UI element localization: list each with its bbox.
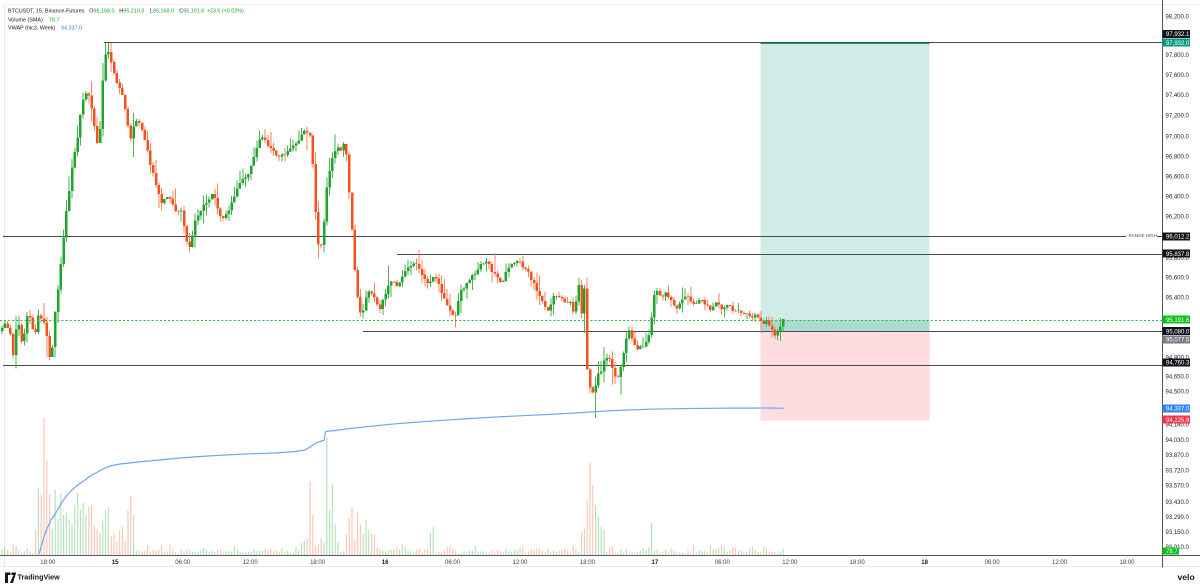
svg-text:95,400.0: 95,400.0 <box>1166 296 1190 302</box>
svg-text:16: 16 <box>382 560 389 566</box>
svg-text:C95,191.6: C95,191.6 <box>179 9 204 15</box>
svg-text:velo: velo <box>1178 572 1195 582</box>
svg-text:93,430.0: 93,430.0 <box>1166 500 1190 506</box>
svg-text:96,200.0: 96,200.0 <box>1166 215 1190 221</box>
svg-text:94,650.0: 94,650.0 <box>1166 374 1190 380</box>
svg-text:L95,168.0: L95,168.0 <box>150 9 174 15</box>
svg-text:96,400.0: 96,400.0 <box>1166 195 1190 201</box>
svg-text:95,191.6: 95,191.6 <box>1166 318 1190 324</box>
svg-text:94,500.0: 94,500.0 <box>1166 389 1190 395</box>
svg-text:12:00: 12:00 <box>1052 560 1068 566</box>
svg-text:18:00: 18:00 <box>580 560 596 566</box>
svg-text:95,077.5: 95,077.5 <box>1166 338 1190 344</box>
svg-text:97,400.0: 97,400.0 <box>1166 93 1190 99</box>
svg-text:96,800.0: 96,800.0 <box>1166 155 1190 161</box>
svg-text:97,200.0: 97,200.0 <box>1166 113 1190 119</box>
svg-text:96,600.0: 96,600.0 <box>1166 175 1190 181</box>
svg-text:95,800.0: 95,800.0 <box>1166 256 1190 262</box>
svg-text:17: 17 <box>652 560 659 566</box>
svg-text:97,800.0: 97,800.0 <box>1166 53 1190 59</box>
svg-text:78.7: 78.7 <box>49 17 60 23</box>
svg-text:18:00: 18:00 <box>310 560 326 566</box>
svg-text:H95,210.3: H95,210.3 <box>119 9 144 15</box>
svg-text:18: 18 <box>921 560 928 566</box>
svg-text:12:00: 12:00 <box>243 560 259 566</box>
svg-text:BTCUSDT, 15, Binance-Futures: BTCUSDT, 15, Binance-Futures <box>8 9 85 15</box>
svg-text:95,600.0: 95,600.0 <box>1166 275 1190 281</box>
svg-text:18:00: 18:00 <box>40 560 56 566</box>
svg-text:95,080.0: 95,080.0 <box>1166 329 1190 335</box>
svg-text:97,000.0: 97,000.0 <box>1166 134 1190 140</box>
svg-text:O95,168.0: O95,168.0 <box>89 9 114 15</box>
svg-text:VWAP (hlc3, Week): VWAP (hlc3, Week) <box>8 26 55 32</box>
svg-text:06:00: 06:00 <box>445 560 461 566</box>
svg-text:97,932.1: 97,932.1 <box>1166 32 1190 38</box>
svg-text:12:00: 12:00 <box>512 560 528 566</box>
svg-text:TradingView: TradingView <box>18 573 61 582</box>
svg-text:94,760.3: 94,760.3 <box>1166 361 1190 367</box>
svg-text:06:00: 06:00 <box>715 560 731 566</box>
svg-text:93,720.0: 93,720.0 <box>1166 469 1190 475</box>
svg-text:94,180.0: 94,180.0 <box>1166 423 1190 429</box>
svg-text:94,337.0: 94,337.0 <box>61 26 82 32</box>
svg-text:93,150.0: 93,150.0 <box>1166 530 1190 536</box>
svg-text:15: 15 <box>112 560 119 566</box>
svg-text:93,570.0: 93,570.0 <box>1166 483 1190 489</box>
svg-text:06:00: 06:00 <box>985 560 1001 566</box>
svg-text:94,225.9: 94,225.9 <box>1166 418 1190 424</box>
svg-text:97,600.0: 97,600.0 <box>1166 73 1190 79</box>
svg-text:94,337.0: 94,337.0 <box>1166 407 1190 413</box>
svg-text:RANGE HIGH: RANGE HIGH <box>1129 233 1158 238</box>
svg-text:Volume (SMA): Volume (SMA) <box>8 17 43 23</box>
svg-text:78.7: 78.7 <box>1166 549 1178 555</box>
svg-text:94,030.0: 94,030.0 <box>1166 438 1190 444</box>
svg-text:06:00: 06:00 <box>175 560 191 566</box>
svg-text:98,200.0: 98,200.0 <box>1166 14 1190 20</box>
svg-text:18:00: 18:00 <box>850 560 866 566</box>
svg-text:93,870.0: 93,870.0 <box>1166 453 1190 459</box>
svg-text:95,837.8: 95,837.8 <box>1166 252 1190 258</box>
svg-text:97,932.0: 97,932.0 <box>1166 41 1190 47</box>
svg-text:18:00: 18:00 <box>1119 560 1135 566</box>
svg-text:96,012.2: 96,012.2 <box>1166 235 1190 241</box>
svg-text:93,290.0: 93,290.0 <box>1166 515 1190 521</box>
svg-text:12:00: 12:00 <box>782 560 798 566</box>
svg-text:+23.6 (+0.02%): +23.6 (+0.02%) <box>207 9 244 15</box>
